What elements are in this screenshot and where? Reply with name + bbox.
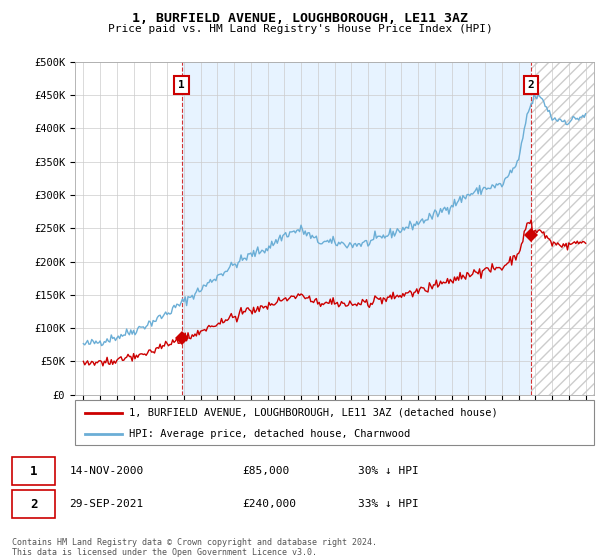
Text: 30% ↓ HPI: 30% ↓ HPI <box>358 466 418 476</box>
Text: Contains HM Land Registry data © Crown copyright and database right 2024.
This d: Contains HM Land Registry data © Crown c… <box>12 538 377 557</box>
FancyBboxPatch shape <box>75 400 594 445</box>
Text: £85,000: £85,000 <box>242 466 290 476</box>
Text: 29-SEP-2021: 29-SEP-2021 <box>70 499 144 509</box>
Text: £240,000: £240,000 <box>242 499 296 509</box>
Bar <box>182 62 531 395</box>
Text: 2: 2 <box>528 80 535 90</box>
Text: 1: 1 <box>178 80 185 90</box>
Text: 14-NOV-2000: 14-NOV-2000 <box>70 466 144 476</box>
Bar <box>531 62 594 395</box>
Text: 33% ↓ HPI: 33% ↓ HPI <box>358 499 418 509</box>
Text: 1, BURFIELD AVENUE, LOUGHBOROUGH, LE11 3AZ (detached house): 1, BURFIELD AVENUE, LOUGHBOROUGH, LE11 3… <box>130 408 498 418</box>
Text: 1: 1 <box>30 465 37 478</box>
Text: 1, BURFIELD AVENUE, LOUGHBOROUGH, LE11 3AZ: 1, BURFIELD AVENUE, LOUGHBOROUGH, LE11 3… <box>132 12 468 25</box>
Text: 2: 2 <box>30 497 37 511</box>
FancyBboxPatch shape <box>12 490 55 518</box>
Text: HPI: Average price, detached house, Charnwood: HPI: Average price, detached house, Char… <box>130 429 411 439</box>
Text: Price paid vs. HM Land Registry's House Price Index (HPI): Price paid vs. HM Land Registry's House … <box>107 24 493 34</box>
FancyBboxPatch shape <box>12 457 55 485</box>
